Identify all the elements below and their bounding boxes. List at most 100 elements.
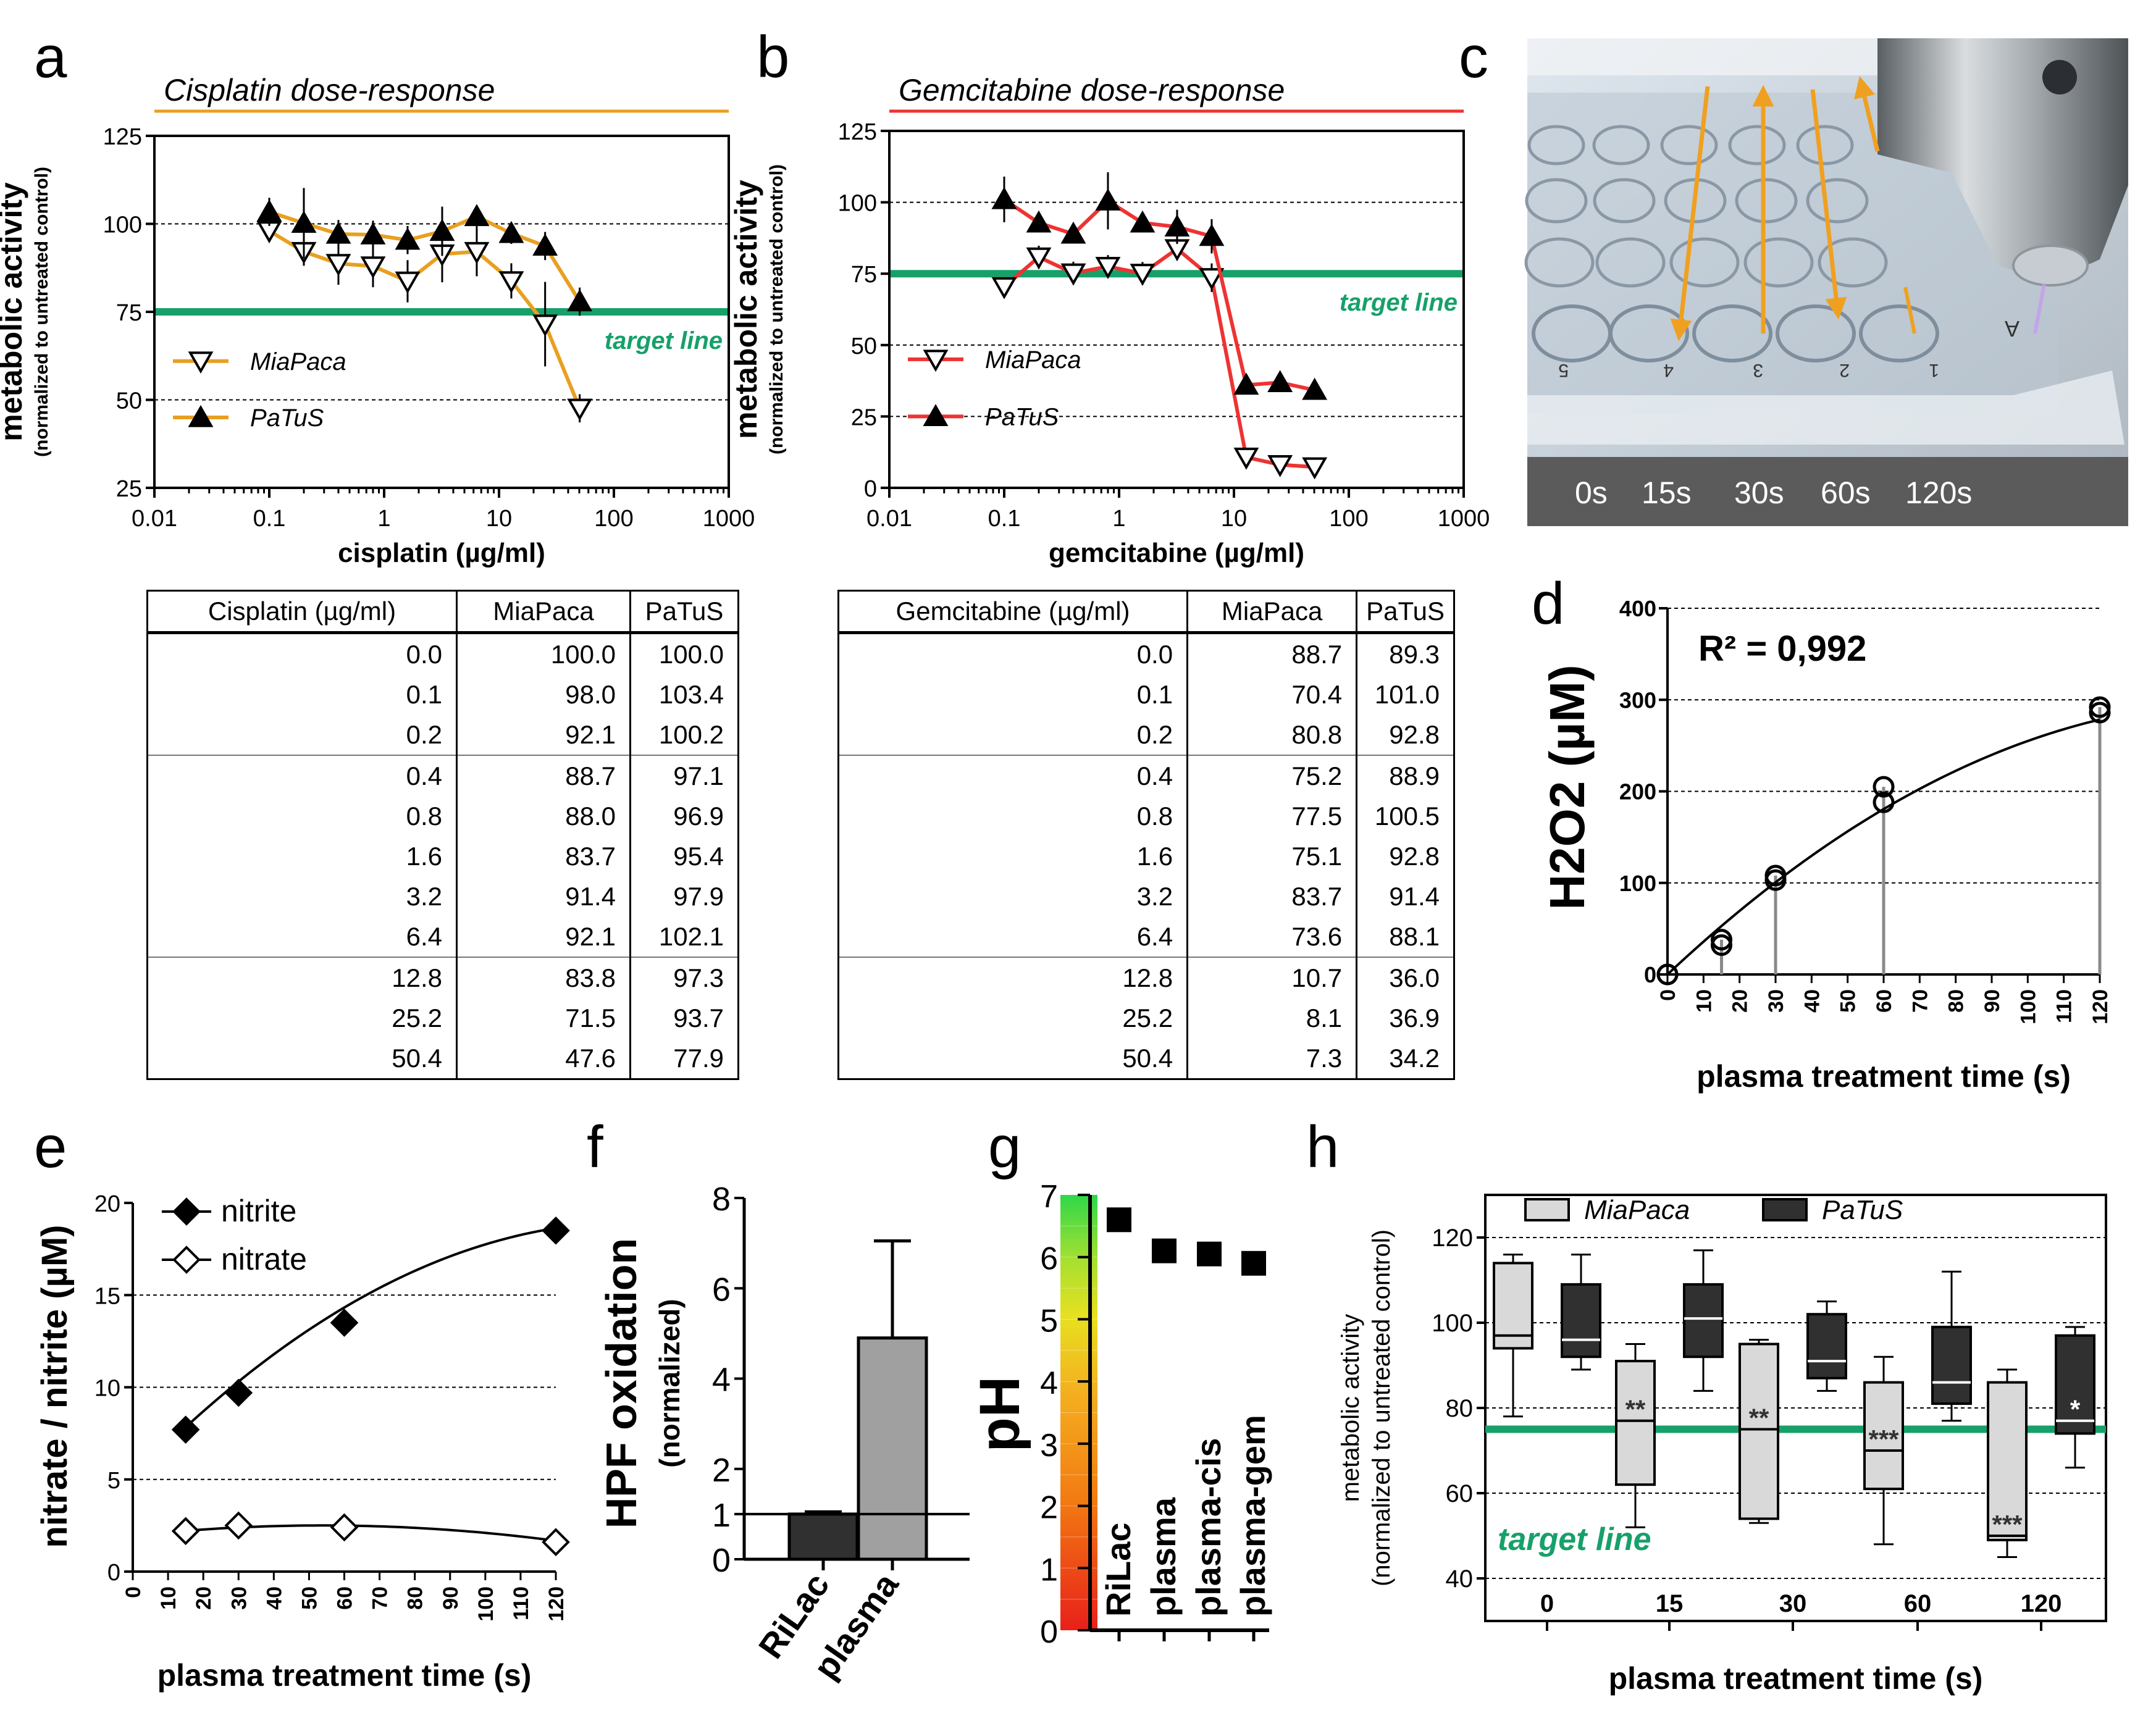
data-point-PaTuS [567,289,593,312]
data-point-PaTuS [1302,377,1328,400]
y-tick-label: 100 [838,191,877,217]
x-tick-label: 110 [2053,989,2076,1023]
series-line-MiaPaca [1003,246,1315,469]
target-line-label: target line [1340,289,1458,316]
table-cell-concentration: 0.0 [147,632,458,674]
legend-swatch [1762,1198,1808,1221]
table-row: 0.0 100.0 100.0 [147,632,739,674]
table-row: 6.4 92.1 102.1 [147,916,739,957]
y-axis-label: metabolic activity [1337,1314,1364,1502]
table-cell-concentration: 1.6 [147,836,458,876]
legend-label: PaTuS [1822,1195,1903,1225]
table-cell-miapaca: 83.8 [456,957,631,998]
table-cell-concentration: 25.2 [838,998,1189,1038]
well-number-3: 3 [1753,360,1763,380]
arrow-2 [1810,89,1847,320]
y-tick-label: 125 [103,124,142,150]
table-body: 0.0 100.0 100.0 0.1 98.0 103.4 0.2 92.1 100.2 0.4… [147,632,739,1079]
table-row: 0.8 88.0 96.9 [147,796,739,836]
y-tick-label: 7 [1040,1179,1058,1215]
nozzle-body [1877,38,2128,274]
y-tick-label: 4 [1040,1365,1058,1401]
x-axis-label: plasma treatment time (s) [1609,1661,1983,1696]
well [1692,304,1772,362]
data-point-PaTuS [1060,221,1086,244]
significance-marker: * [2070,1395,2081,1424]
box-PaTuS [1683,1283,1724,1359]
bar-RiLac [787,1512,859,1561]
data-point-nitrate [542,1528,570,1557]
table-cell-patus: 92.8 [1389,841,1440,871]
time-label-60s: 60s [1821,475,1871,510]
table-cell-concentration: 0.8 [838,796,1189,836]
table-cell-miapaca: 77.5 [1187,796,1358,836]
box-PaTuS [1561,1283,1601,1359]
table-cell-concentration: 0.4 [147,755,458,796]
x-tick-label: plasma-gem [1233,1415,1272,1617]
well-number-5: 5 [1558,360,1569,380]
x-tick-label: plasma [1144,1497,1183,1617]
x-tick-label: 70 [369,1586,392,1610]
data-point-PaTuS [1095,188,1121,211]
table-header: PaTuS [1356,590,1454,634]
table-cell-concentration: 0.0 [838,632,1189,674]
table-cell-patus: 102.1 [658,921,724,951]
x-tick-label: 100 [1329,506,1368,532]
significance-marker: ** [1625,1395,1646,1424]
y-axis-label: metabolic activity [729,180,763,439]
time-label-0s: 0s [1575,475,1608,510]
table-header: PaTuS [630,590,739,634]
table-row: 3.2 91.4 97.9 [147,876,739,916]
y-axis-label: metabolic activity [0,182,28,442]
y-tick-label: 5 [107,1468,120,1494]
panel-letter-b: b [757,24,789,90]
table-cell-patus: 88.1 [1389,921,1440,951]
well [1743,237,1814,288]
plot-frame [888,130,1465,489]
x-tick-label: 40 [262,1586,286,1610]
table-cell-patus: 36.0 [1356,957,1454,998]
table-body: 0.0 88.7 89.3 0.1 70.4 101.0 0.2 80.8 92.8 0.4 75.… [838,632,1454,1079]
y-tick-label: 75 [851,262,877,288]
table-row: 50.4 7.3 34.2 [838,1038,1454,1079]
table-row: 1.6 83.7 95.4 [147,836,739,876]
target-line-label: target line [605,327,723,354]
data-point-nitrite [224,1378,253,1407]
legend-label: MiaPaca [985,346,1081,374]
data-point-plasma [1152,1238,1177,1263]
target-line-label: target line [1498,1522,1651,1557]
data-point-PaTuS [325,221,351,244]
data-point-MiaPaca [395,271,421,294]
x-tick-label: 30 [1779,1590,1807,1617]
table-cell-patus: 100.2 [658,719,724,749]
y-tick-label: 100 [1619,871,1656,896]
x-axis-label: plasma treatment time (s) [1697,1059,2071,1094]
data-point-MiaPaca [1026,247,1052,270]
x-tick-label: 0.01 [866,506,912,532]
legend-marker [923,350,949,372]
well [1796,125,1854,165]
x-tick-label: 1000 [1438,506,1490,532]
y-tick-label: 8 [712,1181,731,1218]
y-tick-label: 100 [103,212,142,238]
x-tick-label: 0.01 [132,506,177,532]
table-cell-concentration: 0.2 [838,714,1189,755]
table-row: 3.2 83.7 91.4 [838,876,1454,916]
x-tick-label: 20 [192,1586,216,1610]
box-MiaPaca [1739,1342,1779,1520]
legend-marker [172,1246,201,1274]
plate-photo: 5 4 3 2 1 A 0s 15s 30s 60s 120s [1524,38,2128,526]
data-point-nitrate [224,1511,253,1540]
table-row: 25.2 8.1 36.9 [838,998,1454,1038]
y-tick-label: 2 [1040,1490,1058,1526]
x-tick-label: 50 [298,1586,321,1610]
data-point-PaTuS [1130,210,1156,233]
y-axis-sublabel: (normalized) [653,1299,686,1467]
table-cell-concentration: 3.2 [838,876,1189,916]
table-row: 6.4 73.6 88.1 [838,916,1454,957]
table-row: 0.1 98.0 103.4 [147,674,739,714]
legend-swatch [1524,1198,1570,1221]
table-cell-concentration: 50.4 [838,1038,1189,1079]
chart-e: 0 5 10 15 20 0 10 20 30 40 50 60 70 80 90 100 110 120 nitr… [35,1191,570,1693]
y-tick-label: 20 [94,1191,120,1217]
